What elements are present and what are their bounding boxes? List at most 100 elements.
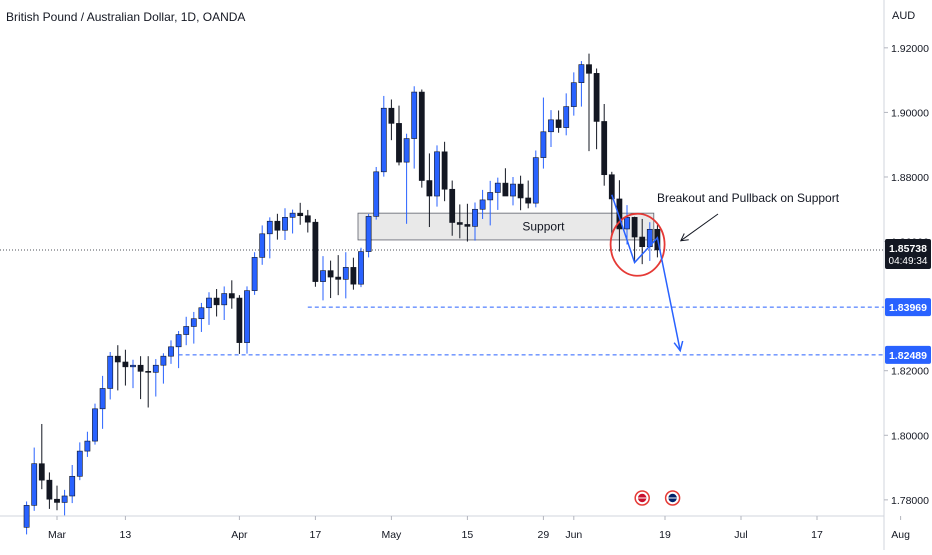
candle-body — [130, 364, 136, 368]
current-price-label: 1.85738 — [889, 243, 927, 255]
candle-body — [320, 270, 326, 282]
candle-body — [31, 463, 38, 506]
candle-body — [639, 236, 646, 248]
candle-body — [221, 293, 228, 306]
candle-body — [449, 188, 456, 223]
candle-body — [107, 355, 114, 389]
candle-body — [403, 138, 410, 163]
countdown-label: 04:49:34 — [889, 256, 928, 267]
candle-body — [198, 307, 205, 320]
candle-body — [114, 355, 121, 363]
candle-body — [84, 440, 91, 452]
candle-body — [236, 297, 243, 343]
candle-body — [570, 82, 577, 107]
annotation-pointer — [680, 213, 719, 242]
candle-body — [304, 215, 311, 223]
time-tick-label: 29 — [538, 529, 550, 541]
candle-body — [160, 355, 167, 366]
candle-body — [396, 123, 402, 163]
candle-body — [122, 361, 129, 368]
candle-body — [213, 297, 220, 306]
candle-body — [487, 192, 494, 201]
projection-arrowhead — [673, 340, 684, 353]
candle-body — [358, 251, 364, 285]
candle-body — [244, 290, 250, 343]
candle-body — [175, 334, 182, 348]
candle-body — [99, 388, 106, 410]
candle-body — [266, 220, 273, 235]
price-tick-label: 1.80000 — [891, 430, 929, 442]
candle-body — [548, 119, 554, 133]
annotation-arrowhead — [679, 233, 689, 242]
candle-body — [274, 220, 281, 231]
candle-body — [152, 364, 159, 373]
candle-body — [365, 216, 372, 252]
time-tick-label: 13 — [120, 529, 132, 541]
candle-body — [510, 183, 516, 197]
projection-path — [611, 194, 681, 351]
candle-body — [601, 121, 608, 176]
candle-body — [168, 346, 174, 357]
candle-body — [289, 212, 296, 218]
time-tick-label: Jun — [565, 529, 582, 541]
candle-body — [228, 293, 235, 299]
candle-body — [616, 198, 623, 230]
candle-body — [426, 180, 433, 197]
candle-body — [540, 131, 547, 158]
candle-body — [441, 151, 448, 190]
candle-body — [312, 221, 319, 282]
support-zone-label: Support — [522, 220, 565, 234]
candle-body — [608, 174, 615, 200]
time-tick-label: 17 — [310, 529, 322, 541]
candle-body — [69, 475, 76, 497]
currency-label: AUD — [892, 10, 916, 22]
candle-body — [38, 463, 45, 481]
annotation-label: Breakout and Pullback on Support — [657, 191, 840, 205]
candle-body — [137, 364, 144, 372]
candle-body — [342, 267, 349, 280]
current-price-tag — [885, 239, 931, 270]
candle-body — [251, 257, 258, 291]
support-zone — [357, 212, 655, 241]
candle-body — [282, 217, 288, 231]
time-tick-label: Jul — [734, 529, 747, 541]
time-tick-label: Aug — [891, 529, 910, 541]
candle-body — [388, 107, 395, 124]
time-tick-label: Apr — [231, 529, 248, 541]
candle-body — [456, 222, 463, 225]
candle-body — [61, 495, 68, 503]
candle-body — [411, 91, 418, 139]
candle-body — [631, 217, 638, 238]
time-tick-label: 19 — [659, 529, 671, 541]
level-price-label: 1.82489 — [889, 350, 927, 362]
candle-body — [259, 233, 266, 258]
candle-body — [479, 199, 486, 210]
candle-body — [586, 64, 592, 74]
pullback-circle — [609, 212, 666, 277]
candle-body — [350, 267, 357, 285]
candle-body — [373, 171, 380, 217]
candle-body — [464, 224, 471, 227]
price-tick-label: 1.78000 — [891, 495, 929, 507]
price-tick-label: 1.92000 — [891, 43, 929, 55]
candle-body — [327, 270, 334, 278]
level-price-tag — [885, 345, 931, 364]
time-tick-label: May — [381, 529, 402, 541]
candle-body — [206, 297, 212, 309]
candle-body — [517, 183, 524, 199]
candle-body — [418, 91, 425, 181]
chart-title: British Pound / Australian Dollar, 1D, O… — [6, 10, 246, 24]
candle-body — [92, 408, 98, 442]
time-tick-label: 15 — [462, 529, 474, 541]
candle-body — [563, 106, 570, 128]
candle-body — [46, 479, 53, 500]
candle-body — [502, 182, 509, 197]
candle-body — [380, 107, 387, 173]
candle-body — [434, 151, 440, 197]
level-price-label: 1.83969 — [889, 302, 927, 314]
candle-body — [624, 217, 630, 230]
candle-body — [494, 182, 501, 193]
price-tick-label: 1.88000 — [891, 172, 929, 184]
